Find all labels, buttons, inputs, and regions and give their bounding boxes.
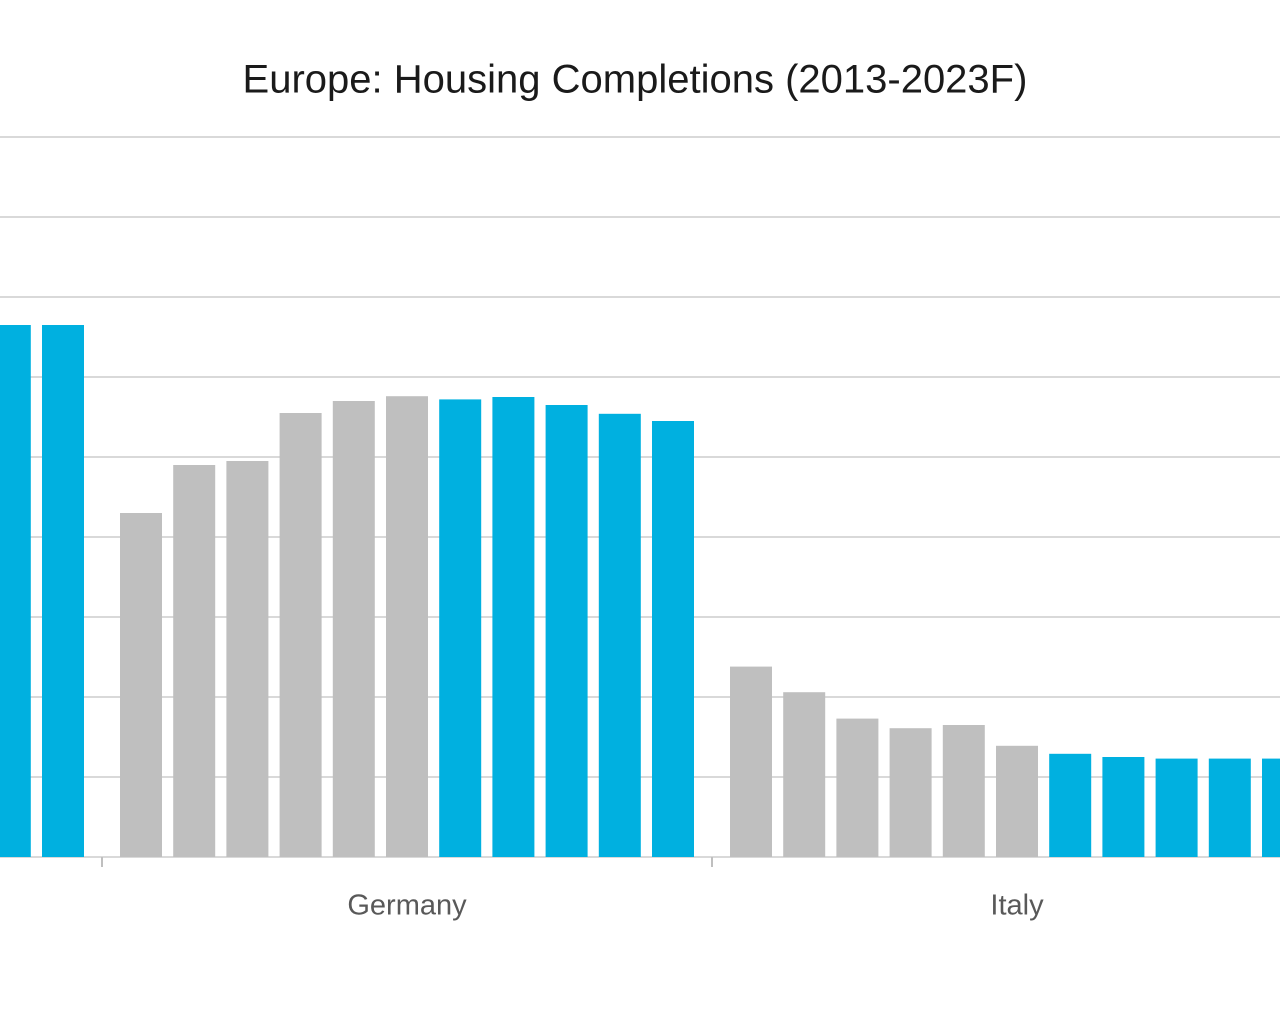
bar [120,513,162,857]
bar [1262,758,1280,857]
bar [386,396,428,857]
bar [226,461,269,857]
bar [942,725,985,857]
bar [730,666,772,857]
bar [173,465,216,857]
bar [1155,758,1198,857]
bar [279,413,322,857]
bar [1049,753,1092,857]
bar [889,728,932,857]
bar [996,745,1038,857]
bar [42,325,84,857]
bar [545,405,588,857]
bar [783,692,826,857]
bar [836,718,879,857]
bar [492,397,535,857]
bar [0,325,31,857]
bar [332,401,375,857]
bar [439,399,482,857]
group-label: Italy [990,890,1044,922]
bar [652,421,694,857]
group-label: Germany [347,890,467,922]
bar [1208,758,1251,857]
bar [598,413,641,857]
chart-title: Europe: Housing Completions (2013-2023F) [243,58,1028,102]
bar [1102,757,1145,857]
